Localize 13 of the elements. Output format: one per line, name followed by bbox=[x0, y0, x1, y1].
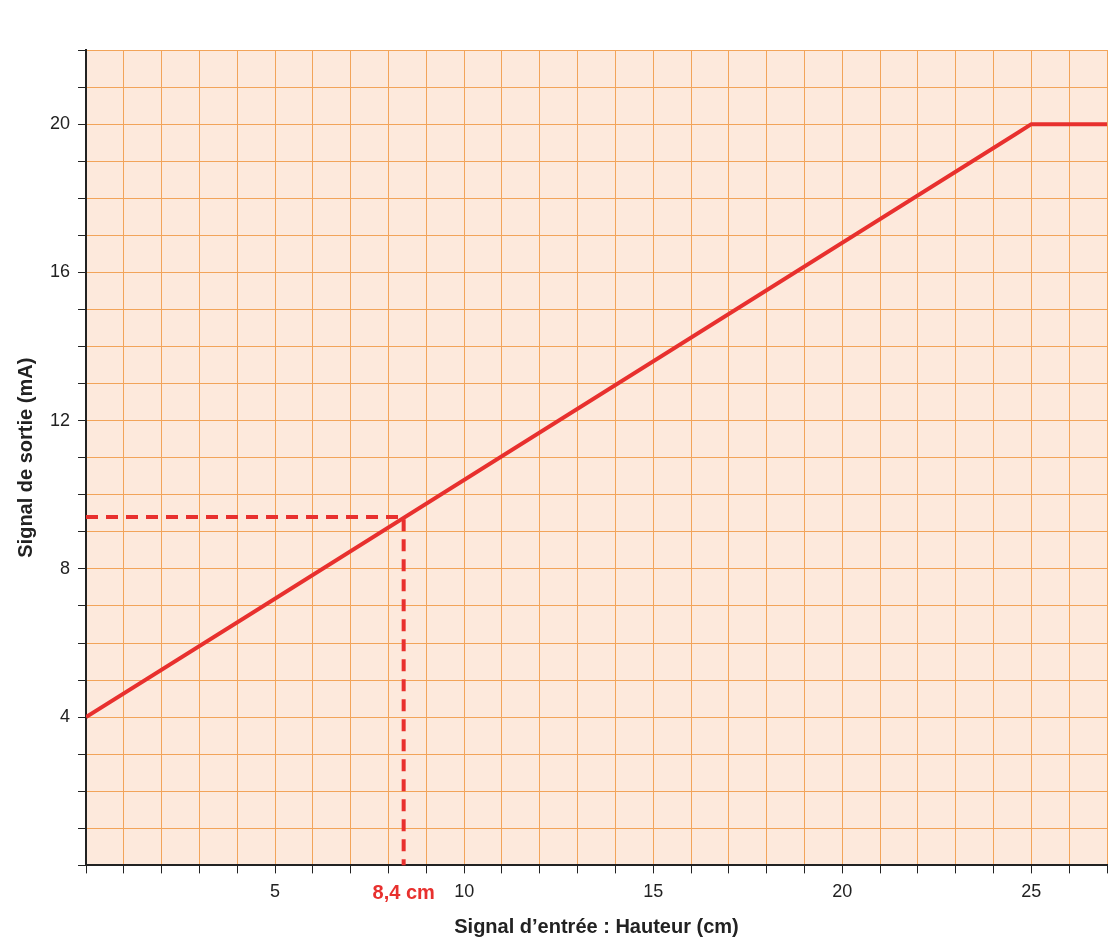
x-tick-label: 20 bbox=[832, 881, 853, 902]
x-tick-label: 25 bbox=[1021, 881, 1042, 902]
annotation: 8,4 cm bbox=[372, 880, 435, 903]
x-tick-label: 5 bbox=[270, 881, 281, 902]
y-tick-label: 8 bbox=[60, 557, 71, 578]
x-tick-label: 10 bbox=[454, 881, 475, 902]
y-tick-label: 16 bbox=[49, 261, 71, 282]
x-axis-title: Signal d’entrée : Hauteur (cm) bbox=[454, 914, 739, 937]
y-tick-label: 12 bbox=[49, 409, 71, 430]
y-tick-label: 4 bbox=[60, 706, 71, 727]
y-axis-title: Signal de sortie (mA) bbox=[13, 357, 36, 558]
y-tick-label: 20 bbox=[49, 113, 71, 134]
x-tick-label: 15 bbox=[643, 881, 664, 902]
